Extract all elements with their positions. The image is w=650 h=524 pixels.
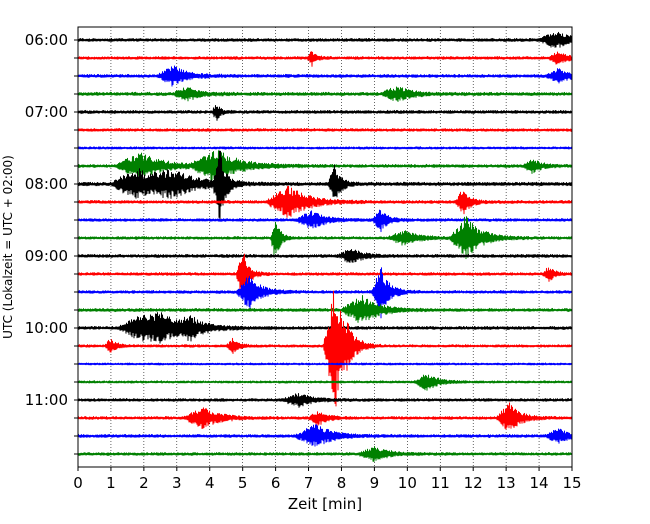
y-tick-label: 11:00 [25, 391, 68, 409]
x-tick-label: 7 [304, 474, 314, 492]
trace-0745 [77, 150, 573, 184]
trace-0915 [77, 253, 573, 300]
y-tick-label: 06:00 [25, 31, 68, 49]
trace-0630 [77, 65, 573, 87]
trace-0930 [77, 267, 573, 319]
x-tick-label: 4 [205, 474, 215, 492]
x-axis-label: Zeit [min] [288, 495, 362, 513]
trace-0730 [77, 146, 573, 150]
y-tick-label: 07:00 [25, 103, 68, 121]
trace-0815 [77, 185, 573, 218]
x-tick-label: 3 [172, 474, 182, 492]
trace-0600 [77, 31, 573, 48]
x-tick-label: 14 [530, 474, 549, 492]
x-tick-label: 1 [106, 474, 116, 492]
trace-1045 [77, 374, 573, 391]
plot-frame [77, 26, 573, 468]
x-tick-label: 5 [238, 474, 248, 492]
x-tick-label: 12 [464, 474, 483, 492]
trace-1115 [77, 402, 573, 430]
x-tick-label: 6 [271, 474, 281, 492]
y-axis-label: UTC (Lokalzeit = UTC + 02:00) [1, 155, 15, 339]
y-axis-ticks: 06:00 07:00 08:00 09:00 10:00 11:00 [25, 31, 78, 455]
minute-gridlines [110, 27, 540, 467]
y-tick-label: 08:00 [25, 175, 68, 193]
x-tick-label: 10 [398, 474, 417, 492]
x-axis-ticks: 0 1 2 3 4 5 6 7 8 9 10 11 12 13 14 15 [73, 467, 582, 492]
trace-0700 [77, 104, 573, 121]
trace-1030 [77, 362, 573, 366]
trace-0715 [77, 128, 573, 132]
x-tick-label: 11 [431, 474, 450, 492]
y-tick-label: 10:00 [25, 319, 68, 337]
trace-0800 [77, 150, 573, 221]
x-tick-label: 8 [337, 474, 347, 492]
trace-0900 [77, 248, 573, 263]
x-tick-label: 15 [562, 474, 581, 492]
x-tick-label: 9 [370, 474, 380, 492]
trace-1015 [77, 290, 573, 407]
y-tick-label: 09:00 [25, 247, 68, 265]
trace-0830 [77, 209, 573, 233]
trace-1000 [77, 312, 573, 344]
trace-0845 [77, 216, 573, 260]
trace-1145 [77, 445, 573, 463]
x-tick-label: 0 [73, 474, 83, 492]
trace-1130 [77, 424, 573, 447]
seismogram-traces [77, 31, 573, 463]
x-tick-label: 13 [497, 474, 516, 492]
trace-1100 [77, 393, 573, 408]
trace-0645 [77, 86, 573, 102]
trace-0945 [77, 294, 573, 323]
trace-0615 [77, 51, 573, 67]
x-tick-label: 2 [139, 474, 149, 492]
